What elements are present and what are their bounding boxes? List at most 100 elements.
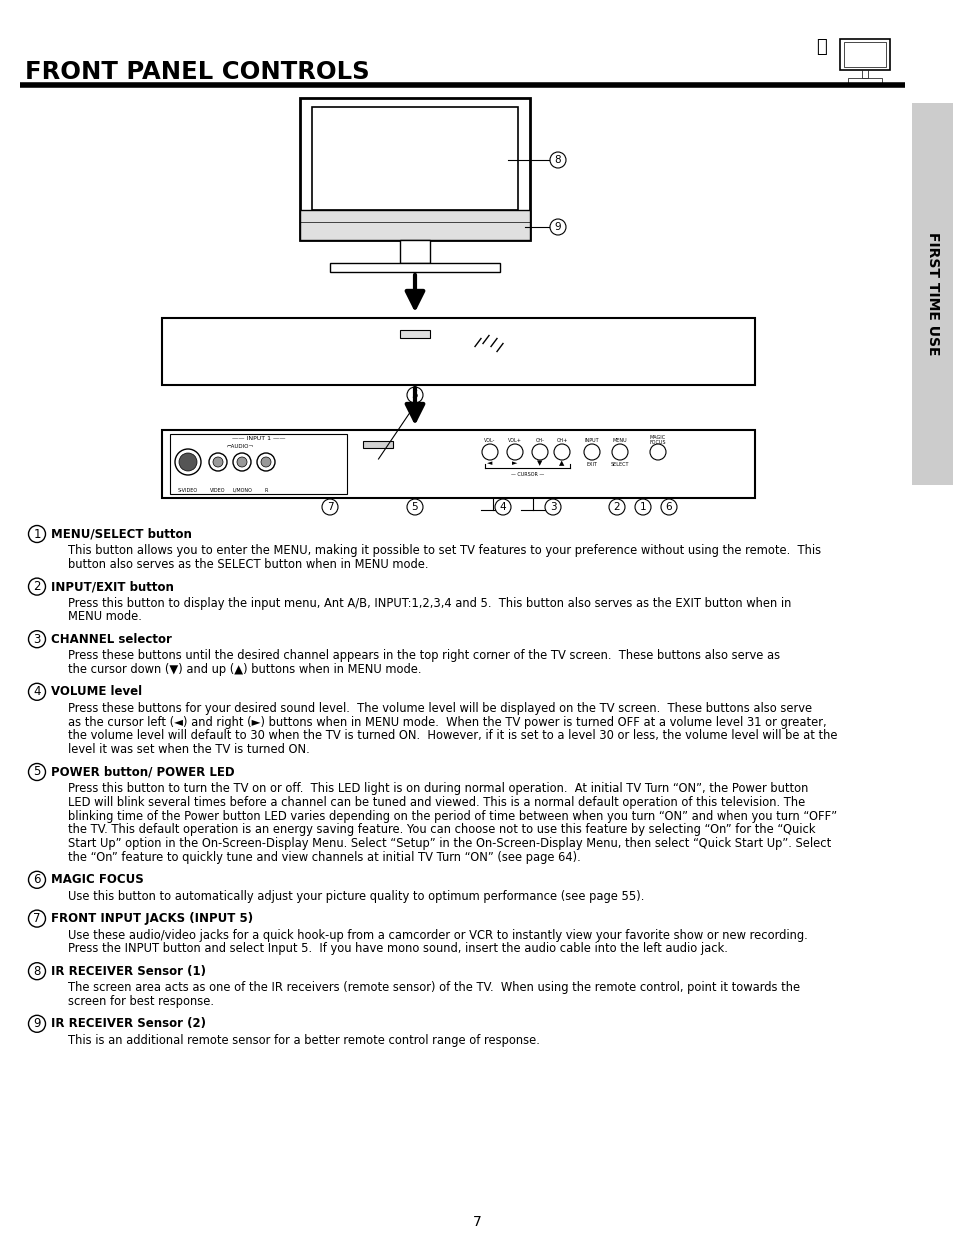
Bar bbox=[162, 317, 754, 385]
Bar bbox=[162, 430, 754, 498]
Circle shape bbox=[532, 445, 547, 459]
Text: 8: 8 bbox=[554, 156, 560, 165]
Text: IR RECEIVER Sensor (1): IR RECEIVER Sensor (1) bbox=[51, 965, 206, 978]
Text: 9: 9 bbox=[33, 1018, 41, 1030]
Text: VOL+: VOL+ bbox=[508, 437, 521, 442]
Text: 8: 8 bbox=[33, 965, 41, 978]
Circle shape bbox=[29, 872, 46, 888]
Text: S-VIDEO: S-VIDEO bbox=[178, 488, 198, 493]
Circle shape bbox=[29, 763, 46, 781]
Circle shape bbox=[174, 450, 201, 475]
Circle shape bbox=[608, 499, 624, 515]
Text: This button allows you to enter the MENU, making it possible to set TV features : This button allows you to enter the MENU… bbox=[68, 543, 821, 557]
Text: 7: 7 bbox=[33, 913, 41, 925]
Bar bbox=[862, 70, 867, 78]
Text: Press these buttons until the desired channel appears in the top right corner of: Press these buttons until the desired ch… bbox=[68, 650, 780, 662]
Circle shape bbox=[322, 499, 337, 515]
Text: 7: 7 bbox=[472, 1215, 481, 1229]
Text: L/MONO: L/MONO bbox=[232, 488, 252, 493]
Circle shape bbox=[635, 499, 650, 515]
Text: FRONT INPUT JACKS (INPUT 5): FRONT INPUT JACKS (INPUT 5) bbox=[51, 913, 253, 925]
Text: 3: 3 bbox=[549, 501, 556, 513]
Text: INPUT: INPUT bbox=[584, 437, 598, 442]
Text: Use these audio/video jacks for a quick hook-up from a camcorder or VCR to insta: Use these audio/video jacks for a quick … bbox=[68, 929, 807, 941]
Text: 1: 1 bbox=[33, 527, 41, 541]
Text: ⌐AUDIO¬: ⌐AUDIO¬ bbox=[226, 443, 253, 448]
Text: VOLUME level: VOLUME level bbox=[51, 685, 142, 698]
Text: 1: 1 bbox=[639, 501, 645, 513]
Text: MAGIC FOCUS: MAGIC FOCUS bbox=[51, 873, 144, 887]
Bar bbox=[330, 263, 499, 272]
Text: CH-: CH- bbox=[535, 437, 544, 442]
Text: ◄: ◄ bbox=[487, 459, 492, 466]
Text: ▲: ▲ bbox=[558, 459, 564, 466]
Circle shape bbox=[612, 445, 627, 459]
Bar bbox=[840, 38, 889, 70]
Text: CH+: CH+ bbox=[556, 437, 567, 442]
Text: 5: 5 bbox=[33, 766, 41, 778]
Text: 9: 9 bbox=[554, 222, 560, 232]
Text: 🧍: 🧍 bbox=[816, 38, 826, 56]
Circle shape bbox=[583, 445, 599, 459]
Circle shape bbox=[29, 683, 46, 700]
Text: POWER button/ POWER LED: POWER button/ POWER LED bbox=[51, 766, 234, 778]
Text: 3: 3 bbox=[33, 632, 41, 646]
Bar bbox=[843, 42, 885, 67]
Text: CHANNEL selector: CHANNEL selector bbox=[51, 632, 172, 646]
Circle shape bbox=[29, 526, 46, 542]
Circle shape bbox=[407, 499, 422, 515]
Bar bbox=[847, 78, 882, 85]
Bar bbox=[399, 330, 430, 338]
Bar bbox=[399, 240, 430, 263]
Text: — CURSOR —: — CURSOR — bbox=[511, 472, 543, 477]
Text: the cursor down (▼) and up (▲) buttons when in MENU mode.: the cursor down (▼) and up (▲) buttons w… bbox=[68, 663, 421, 676]
Circle shape bbox=[506, 445, 522, 459]
Text: the volume level will default to 30 when the TV is turned ON.  However, if it is: the volume level will default to 30 when… bbox=[68, 730, 837, 742]
Circle shape bbox=[29, 963, 46, 979]
Text: Press this button to turn the TV on or off.  This LED light is on during normal : Press this button to turn the TV on or o… bbox=[68, 782, 807, 795]
Text: 2: 2 bbox=[613, 501, 619, 513]
Circle shape bbox=[544, 499, 560, 515]
Text: Use this button to automatically adjust your picture quality to optimum performa: Use this button to automatically adjust … bbox=[68, 889, 643, 903]
Text: FIRST TIME USE: FIRST TIME USE bbox=[925, 232, 939, 356]
Text: ►: ► bbox=[512, 459, 517, 466]
Text: 2: 2 bbox=[33, 580, 41, 593]
Circle shape bbox=[407, 387, 422, 403]
Circle shape bbox=[481, 445, 497, 459]
Text: MENU mode.: MENU mode. bbox=[68, 610, 142, 624]
Bar bbox=[312, 107, 517, 210]
Text: SELECT: SELECT bbox=[610, 462, 629, 467]
Text: INPUT/EXIT button: INPUT/EXIT button bbox=[51, 580, 173, 593]
Text: 5: 5 bbox=[412, 390, 417, 400]
Circle shape bbox=[29, 578, 46, 595]
Text: This is an additional remote sensor for a better remote control range of respons: This is an additional remote sensor for … bbox=[68, 1034, 539, 1047]
Text: 7: 7 bbox=[326, 501, 333, 513]
Text: Press the INPUT button and select Input 5.  If you have mono sound, insert the a: Press the INPUT button and select Input … bbox=[68, 942, 727, 956]
Text: VOL-: VOL- bbox=[484, 437, 496, 442]
Bar bbox=[170, 433, 347, 494]
Text: 6: 6 bbox=[33, 873, 41, 887]
Circle shape bbox=[550, 219, 565, 235]
Bar bbox=[363, 441, 393, 448]
Text: LED will blink several times before a channel can be tuned and viewed. This is a: LED will blink several times before a ch… bbox=[68, 795, 804, 809]
Bar bbox=[911, 103, 953, 485]
Circle shape bbox=[29, 631, 46, 647]
Circle shape bbox=[256, 453, 274, 471]
Circle shape bbox=[236, 457, 247, 467]
Text: 4: 4 bbox=[33, 685, 41, 698]
Text: —— INPUT 1 ——: —— INPUT 1 —— bbox=[232, 436, 285, 441]
Text: the TV. This default operation is an energy saving feature. You can choose not t: the TV. This default operation is an ene… bbox=[68, 824, 815, 836]
Text: MENU/SELECT button: MENU/SELECT button bbox=[51, 527, 192, 541]
Bar bbox=[299, 210, 530, 240]
Text: 4: 4 bbox=[499, 501, 506, 513]
Text: as the cursor left (◄) and right (►) buttons when in MENU mode.  When the TV pow: as the cursor left (◄) and right (►) but… bbox=[68, 715, 825, 729]
Text: The screen area acts as one of the IR receivers (remote sensor) of the TV.  When: The screen area acts as one of the IR re… bbox=[68, 981, 800, 994]
Circle shape bbox=[209, 453, 227, 471]
Circle shape bbox=[649, 445, 665, 459]
Text: FRONT PANEL CONTROLS: FRONT PANEL CONTROLS bbox=[25, 61, 369, 84]
Text: IR RECEIVER Sensor (2): IR RECEIVER Sensor (2) bbox=[51, 1018, 206, 1030]
Text: 6: 6 bbox=[665, 501, 672, 513]
Circle shape bbox=[554, 445, 569, 459]
Text: Press these buttons for your desired sound level.  The volume level will be disp: Press these buttons for your desired sou… bbox=[68, 701, 811, 715]
Text: VIDEO: VIDEO bbox=[210, 488, 226, 493]
